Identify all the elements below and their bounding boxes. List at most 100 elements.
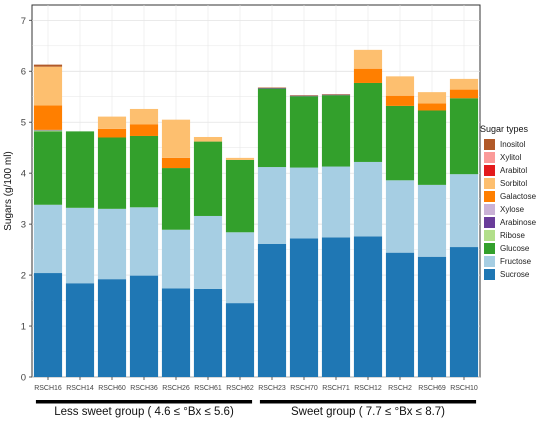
bar-segment-fructose	[161, 229, 191, 289]
x-tick-label: RSCH23	[258, 385, 286, 392]
x-tick-label: RSCH60	[98, 385, 126, 392]
legend-label: Galactose	[500, 192, 537, 201]
bar-segment-ribose	[33, 130, 63, 132]
bar-segment-fructose	[417, 184, 447, 257]
bar-segment-sucrose	[417, 256, 447, 377]
bar-segment-inositol	[257, 87, 287, 89]
group-bracket	[259, 400, 477, 404]
bar-segment-sorbitol	[385, 76, 415, 96]
legend-item-glucose: Glucose	[484, 242, 536, 255]
bar-segment-sucrose	[193, 288, 223, 377]
bar-segment-glucose	[289, 96, 319, 168]
y-axis: 0 1 2 3 4 5 6 7	[21, 16, 32, 384]
legend-swatch	[484, 139, 495, 150]
legend-item-xylitol: Xylitol	[484, 151, 536, 164]
bar-segment-sucrose	[353, 236, 383, 377]
legend-swatch	[484, 217, 495, 228]
legend-swatch	[484, 230, 495, 241]
bar-segment-sucrose	[129, 275, 159, 377]
bar-segment-sorbitol	[225, 157, 255, 160]
bar-segment-fructose	[257, 167, 287, 244]
bar-segment-sucrose	[97, 279, 127, 377]
legend-item-fructose: Fructose	[484, 255, 536, 268]
bar-segment-galactose	[417, 103, 447, 111]
bar-segment-sorbitol	[33, 66, 63, 106]
legend-swatch	[484, 165, 495, 176]
x-tick-label: RSCH26	[162, 385, 190, 392]
legend-items: Inositol Xylitol Arabitol Sorbitol Galactose…	[484, 138, 536, 281]
bar-segment-galactose	[33, 105, 63, 130]
legend-label: Inositol	[500, 140, 526, 149]
bar-segment-fructose	[225, 232, 255, 304]
bar-segment-glucose	[385, 105, 415, 181]
legend-item-arabinose: Arabinose	[484, 216, 536, 229]
x-tick-label: RSCH14	[66, 385, 94, 392]
bar-segment-fructose	[193, 215, 223, 289]
bar-segment-sucrose	[321, 237, 351, 377]
bar-segment-inositol	[321, 94, 351, 95]
y-tick-label: 6	[21, 67, 26, 78]
bar-segment-arabinose	[289, 95, 319, 97]
legend-label: Sorbitol	[500, 179, 528, 188]
legend-label: Glucose	[500, 244, 530, 253]
x-tick-label: RSCH62	[226, 385, 254, 392]
bar-segment-glucose	[193, 141, 223, 216]
group-label: Less sweet group ( 4.6 ≤ °Bx ≤ 5.6)	[54, 406, 234, 418]
x-axis: RSCH16 RSCH14 RSCH60 RSCH36 RSCH26 RSCH61 RSCH…	[34, 377, 478, 392]
group-label: Sweet group ( 7.7 ≤ °Bx ≤ 8.7)	[290, 406, 446, 418]
x-tick-label: RSCH12	[354, 385, 382, 392]
bar-segment-sucrose	[65, 283, 95, 377]
x-tick-label: RSCH16	[34, 385, 62, 392]
bar-segment-glucose	[353, 82, 383, 162]
bar-segment-fructose	[65, 207, 95, 284]
legend-item-inositol: Inositol	[484, 138, 536, 151]
legend: Sugar types Inositol Xylitol Arabitol Sorbi…	[480, 124, 536, 281]
legend-swatch	[484, 178, 495, 189]
bar-segment-sucrose	[257, 243, 287, 377]
bar-segment-glucose	[257, 88, 287, 168]
bar-segment-glucose	[33, 131, 63, 205]
bar-segment-fructose	[321, 166, 351, 238]
bar-segment-sorbitol	[449, 78, 479, 90]
x-tick-label: RSCH10	[450, 385, 478, 392]
legend-item-arabitol: Arabitol	[484, 164, 536, 177]
legend-swatch	[484, 243, 495, 254]
legend-swatch	[484, 191, 495, 202]
bar-segment-fructose	[449, 174, 479, 248]
bar-segment-glucose	[65, 131, 95, 208]
bar-segment-sorbitol	[353, 49, 383, 69]
legend-title: Sugar types	[480, 124, 529, 134]
x-tick-label: RSCH69	[418, 385, 446, 392]
bar-segment-fructose	[33, 204, 63, 274]
legend-swatch	[484, 204, 495, 215]
bar-segment-sucrose	[449, 247, 479, 377]
legend-item-xylose: Xylose	[484, 203, 536, 216]
legend-label: Fructose	[500, 257, 532, 266]
bar-segment-arabinose	[257, 88, 287, 89]
bar-segment-glucose	[129, 135, 159, 208]
bar-segment-fructose	[97, 208, 127, 280]
bar-segment-arabinose	[33, 129, 63, 131]
y-tick-label: 1	[21, 322, 26, 333]
bar-segment-glucose	[449, 98, 479, 175]
x-tick-label: RSCH2	[388, 385, 412, 392]
x-tick-label: RSCH36	[130, 385, 158, 392]
bar-segment-sucrose	[289, 238, 319, 377]
bar-segment-galactose	[449, 89, 479, 99]
legend-swatch	[484, 152, 495, 163]
legend-item-sorbitol: Sorbitol	[484, 177, 536, 190]
legend-label: Ribose	[500, 231, 525, 240]
legend-item-galactose: Galactose	[484, 190, 536, 203]
bar-segment-fructose	[353, 161, 383, 237]
bar-segment-fructose	[289, 167, 319, 239]
legend-label: Sucrose	[500, 270, 530, 279]
y-tick-label: 4	[21, 169, 26, 180]
bar-segment-fructose	[385, 180, 415, 253]
legend-label: Arabinose	[500, 218, 537, 227]
bar-segment-sorbitol	[417, 92, 447, 104]
y-axis-label: Sugars (g/100 ml)	[3, 151, 14, 230]
bar-segment-galactose	[161, 157, 191, 169]
bar-segment-galactose	[129, 124, 159, 136]
bar-segment-arabinose	[321, 94, 351, 96]
